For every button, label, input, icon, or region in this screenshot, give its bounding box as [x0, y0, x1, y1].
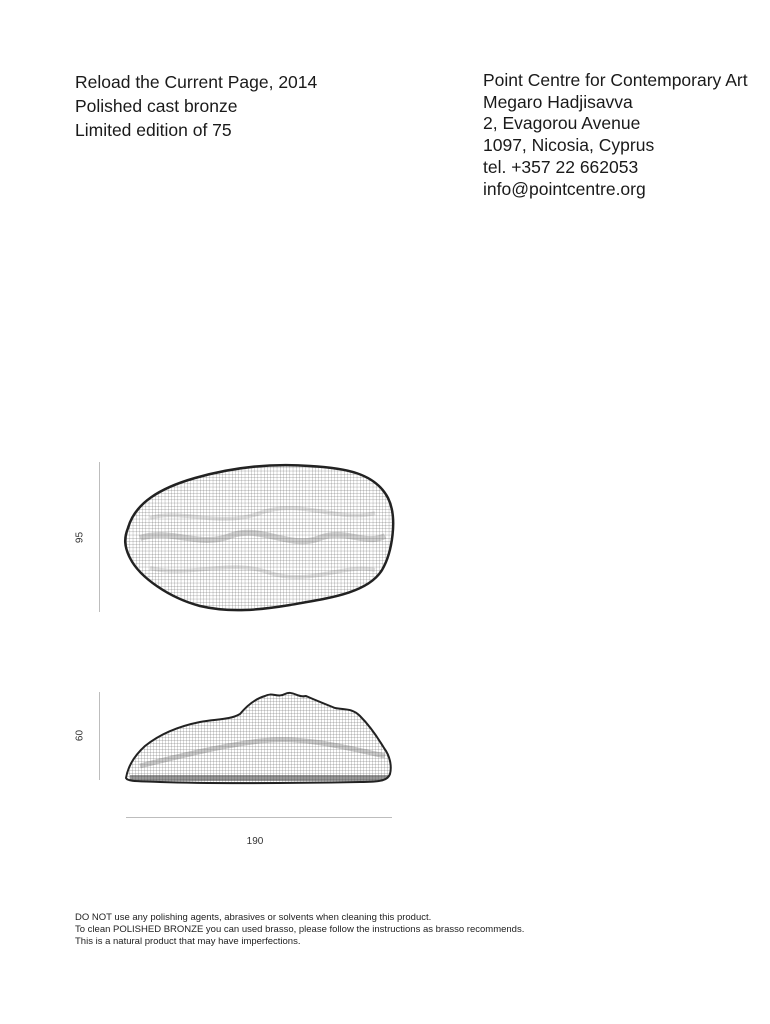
gallery-tel: tel. +357 22 662053 — [483, 156, 639, 177]
care-line-2: To clean POLISHED BRONZE you can used br… — [75, 924, 525, 935]
artwork-material: Polished cast bronze — [75, 96, 238, 116]
gallery-name: Point Centre for Contemporary Art — [483, 70, 748, 90]
artwork-info: Reload the Current Page, 2014 Polished c… — [75, 70, 317, 142]
side-view-dimension-line — [99, 692, 100, 780]
width-dimension-line — [126, 817, 392, 818]
care-instructions: DO NOT use any polishing agents, abrasiv… — [75, 912, 524, 948]
side-view-height-label: 60 — [74, 729, 86, 742]
top-view-dimension-line — [99, 462, 100, 612]
gallery-email[interactable]: info@pointcentre.org — [483, 178, 646, 199]
gallery-street: 2, Evagorou Avenue — [483, 113, 641, 134]
sculpture-side-view — [124, 691, 392, 785]
gallery-city: 1097, Nicosia, Cyprus — [483, 135, 655, 156]
top-view-height-label: 95 — [74, 531, 86, 544]
width-label: 190 — [246, 836, 264, 847]
artwork-edition: Limited edition of 75 — [75, 120, 232, 140]
artwork-title: Reload the Current Page, 2014 — [75, 72, 318, 92]
care-line-3: This is a natural product that may have … — [75, 936, 301, 947]
sculpture-top-view — [124, 463, 395, 612]
gallery-building: Megaro Hadjisavva — [483, 91, 633, 112]
care-line-1: DO NOT use any polishing agents, abrasiv… — [75, 912, 432, 923]
gallery-contact: Point Centre for Contemporary Art Megaro… — [483, 70, 748, 200]
